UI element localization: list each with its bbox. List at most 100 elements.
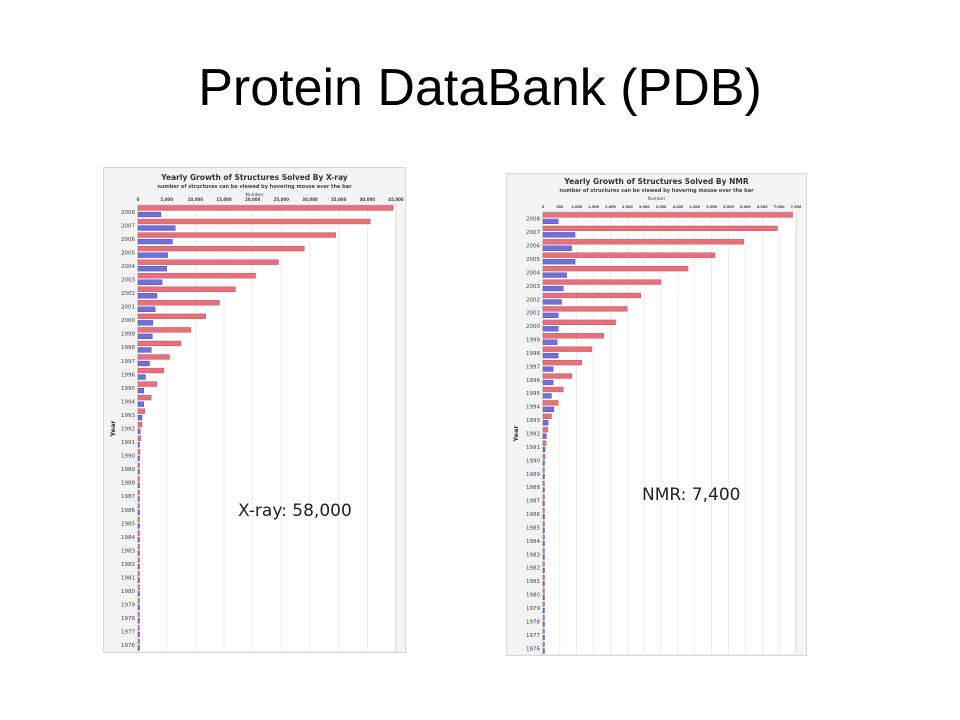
yearly-bar — [542, 218, 559, 225]
yearly-bar — [542, 554, 545, 560]
total-bar — [137, 543, 140, 550]
y-category-label: 1992 — [526, 432, 540, 438]
x-axis-label: Number — [647, 196, 665, 202]
yearly-bar — [542, 446, 546, 453]
total-bar — [542, 319, 616, 325]
y-category-label: 2000 — [121, 318, 135, 324]
y-category-label: 1983 — [526, 552, 540, 558]
yearly-bar — [137, 347, 152, 353]
y-category-label: 1997 — [526, 364, 540, 370]
total-bar — [542, 440, 547, 446]
y-category-label: 1981 — [526, 579, 540, 585]
yearly-bar — [542, 420, 549, 426]
y-category-label: 1993 — [121, 413, 135, 419]
y-category-label: 1991 — [526, 445, 540, 451]
yearly-bar — [542, 312, 559, 318]
y-category-label: 1976 — [121, 643, 135, 649]
yearly-bar — [542, 648, 545, 654]
total-bar — [542, 628, 545, 634]
x-tick-label: 3,500 — [656, 205, 667, 209]
total-bar — [137, 232, 337, 238]
total-bar — [137, 476, 140, 482]
y-category-label: 1985 — [121, 521, 135, 527]
total-bar — [542, 306, 628, 312]
xray-chart-panel: Yearly Growth of Structures Solved By X-… — [103, 167, 406, 653]
yearly-bar — [542, 379, 554, 386]
yearly-bar — [137, 360, 150, 367]
total-bar — [542, 641, 545, 648]
total-bar — [137, 625, 140, 631]
total-bar — [542, 225, 778, 231]
yearly-bar — [137, 455, 140, 461]
total-bar — [137, 530, 140, 536]
y-category-label: 1984 — [121, 535, 135, 541]
total-bar — [137, 340, 182, 347]
x-tick-label: 6,500 — [757, 205, 768, 209]
y-category-label: 1991 — [121, 440, 135, 446]
y-category-label: 1992 — [121, 427, 135, 433]
y-category-label: 1984 — [526, 539, 540, 545]
yearly-bar — [542, 621, 545, 627]
total-bar — [137, 354, 170, 360]
chart-subtitle: number of structures can be viewed by ho… — [157, 184, 352, 190]
yearly-bar — [542, 540, 545, 547]
y-category-label: 1987 — [121, 494, 135, 500]
yearly-bar — [542, 326, 559, 332]
y-category-label: 2003 — [526, 284, 540, 290]
yearly-bar — [137, 536, 140, 543]
yearly-bar — [542, 608, 545, 614]
total-bar — [137, 273, 256, 279]
total-bar — [137, 205, 394, 211]
y-category-label: 1995 — [121, 386, 135, 392]
x-axis-label: Number — [245, 192, 263, 198]
y-category-label: 1988 — [121, 481, 135, 487]
yearly-bar — [137, 401, 144, 407]
y-category-label: 1978 — [121, 616, 135, 622]
y-category-label: 2006 — [526, 244, 540, 250]
y-category-label: 1999 — [121, 332, 135, 338]
total-bar — [137, 435, 142, 441]
y-category-label: 1989 — [121, 467, 135, 473]
yearly-bar — [137, 387, 144, 394]
nmr-count-annotation: NMR: 7,400 — [642, 485, 741, 505]
y-category-label: 1976 — [526, 646, 540, 652]
y-category-label: 2007 — [526, 230, 540, 236]
xray-growth-chart: Yearly Growth of Structures Solved By X-… — [104, 168, 405, 652]
nmr-chart-panel: Yearly Growth of Structures Solved By NM… — [506, 173, 807, 656]
y-category-label: 1983 — [121, 548, 135, 554]
yearly-bar — [137, 279, 163, 285]
total-bar — [137, 571, 140, 577]
y-category-label: 1979 — [121, 603, 135, 609]
yearly-bar — [137, 266, 167, 272]
y-category-label: 2008 — [526, 217, 540, 223]
yearly-bar — [137, 523, 140, 529]
total-bar — [542, 601, 545, 607]
total-bar — [542, 266, 689, 272]
total-bar — [542, 427, 548, 433]
x-tick-label: 6,000 — [740, 205, 751, 209]
x-tick-label: 45,000 — [388, 197, 404, 202]
total-bar — [542, 346, 593, 352]
x-tick-label: 4,000 — [673, 205, 684, 209]
total-bar — [542, 373, 572, 379]
y-category-label: 1990 — [526, 458, 540, 464]
total-bar — [137, 367, 164, 374]
x-tick-label: 1,500 — [588, 205, 599, 209]
yearly-bar — [542, 473, 545, 480]
x-tick-label: 25,000 — [274, 197, 290, 202]
total-bar — [542, 494, 545, 500]
total-bar — [542, 507, 545, 513]
yearly-bar — [542, 393, 552, 399]
y-category-label: 2001 — [526, 311, 540, 317]
total-bar — [137, 611, 140, 617]
yearly-bar — [542, 487, 545, 493]
yearly-bar — [137, 509, 140, 516]
total-bar — [137, 638, 140, 645]
total-bar — [542, 239, 744, 245]
y-category-label: 1999 — [526, 338, 540, 344]
yearly-bar — [542, 527, 545, 533]
x-tick-label: 7,500 — [791, 205, 802, 209]
y-category-label: 1986 — [526, 512, 540, 518]
x-tick-label: 0 — [542, 205, 545, 209]
x-tick-label: 40,000 — [360, 197, 376, 202]
